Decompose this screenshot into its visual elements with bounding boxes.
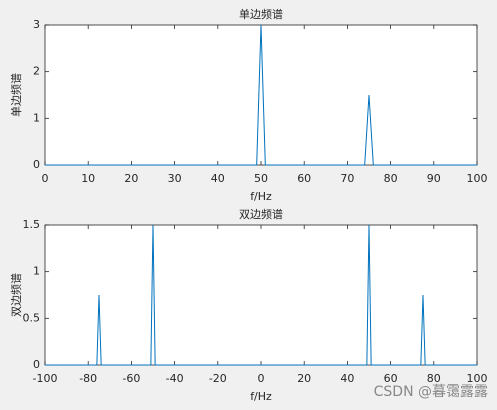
x-tick-label: 20 [297,372,311,385]
x-tick-label: -40 [166,372,184,385]
x-tick-label: 10 [81,172,95,185]
y-tick-label: 1 [33,265,40,278]
line-series [45,24,477,166]
y-axis-label: 双边频谱 [9,273,23,317]
x-tick-label: 90 [427,172,441,185]
x-axis-label: f/Hz [250,190,272,203]
x-tick-label: 80 [384,172,398,185]
x-tick-label: 40 [340,372,354,385]
x-tick-label: 60 [384,372,398,385]
x-tick-label: -60 [122,372,140,385]
y-tick-label: 0 [33,358,40,371]
y-tick-label: 3 [33,18,40,31]
y-tick-label: 1 [33,111,40,124]
x-axis-label: f/Hz [250,390,272,403]
x-tick-label: 60 [297,172,311,185]
x-tick-label: 100 [467,372,488,385]
x-tick-label: 0 [42,172,49,185]
x-tick-label: 50 [254,172,268,185]
x-tick-label: -20 [209,372,227,385]
y-tick-label: 1.5 [23,218,41,231]
axes [44,224,478,366]
x-tick-label: 100 [467,172,488,185]
x-tick-label: 30 [168,172,182,185]
watermark: CSDN @暮霭露露 [374,384,488,400]
chart-title: 双边频谱 [239,207,283,221]
axes [44,24,478,166]
y-tick-label: 0 [33,158,40,171]
line-series [45,224,477,366]
y-axis-label: 单边频谱 [9,73,23,117]
x-tick-label: 20 [124,172,138,185]
chart-title: 单边频谱 [239,7,283,21]
y-tick-label: 2 [33,65,40,78]
x-tick-label: -80 [79,372,97,385]
x-tick-label: 70 [340,172,354,185]
x-tick-label: -100 [33,372,58,385]
x-tick-label: 0 [258,372,265,385]
x-tick-label: 80 [427,372,441,385]
y-tick-label: 0.5 [23,311,41,324]
x-tick-label: 40 [211,172,225,185]
